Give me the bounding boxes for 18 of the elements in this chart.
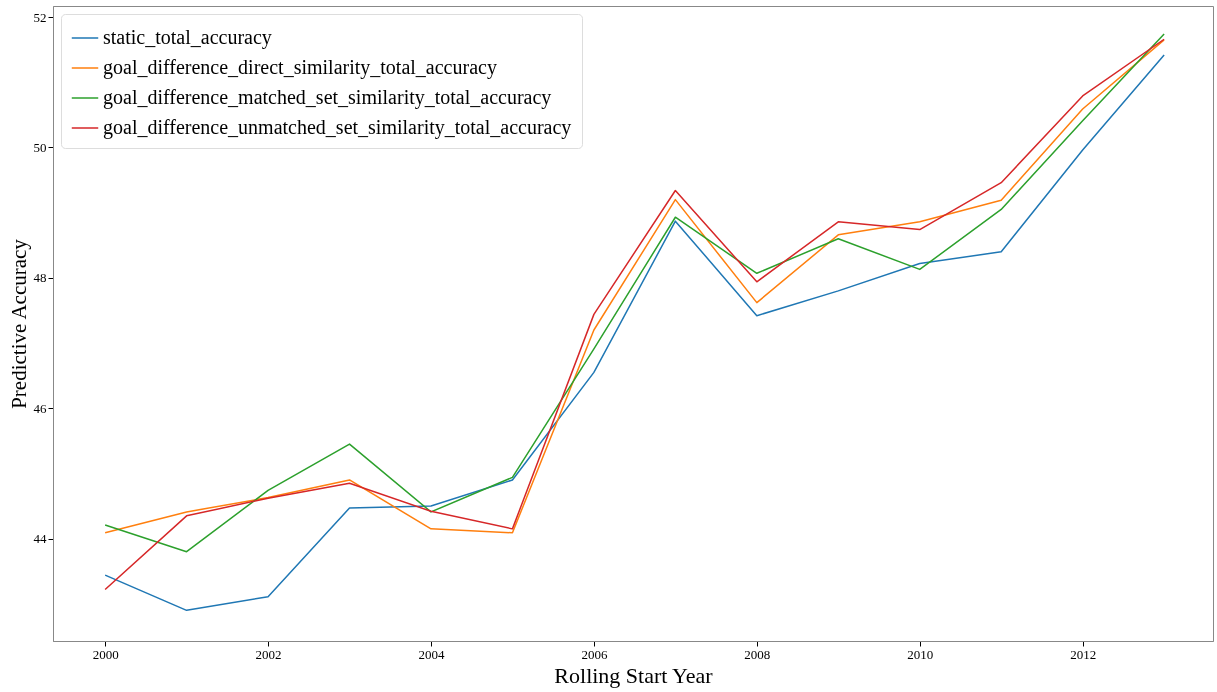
- x-tick-label: 2000: [92, 646, 119, 662]
- x-tick-label: 2006: [581, 646, 608, 662]
- y-tick-label: 44: [33, 531, 47, 547]
- legend-label: goal_difference_direct_similarity_total_accuracy: [103, 56, 497, 79]
- y-tick-label: 50: [33, 139, 47, 155]
- legend-label: static_total_accuracy: [103, 26, 272, 49]
- x-tick-label: 2012: [1070, 646, 1097, 662]
- x-tick-label: 2004: [418, 646, 445, 662]
- y-tick-label: 48: [33, 270, 47, 286]
- y-axis-title: Predictive Accuracy: [6, 238, 31, 409]
- legend-label: goal_difference_matched_set_similarity_total_accuracy: [103, 86, 552, 109]
- y-tick-label: 52: [33, 9, 47, 25]
- legend-label: goal_difference_unmatched_set_similarity_total_accuracy: [103, 116, 572, 139]
- x-tick-label: 2008: [744, 646, 771, 662]
- x-tick-label: 2010: [907, 646, 934, 662]
- y-tick-label: 46: [33, 400, 47, 416]
- x-tick-label: 2002: [255, 646, 282, 662]
- x-axis-title: Rolling Start Year: [554, 662, 714, 688]
